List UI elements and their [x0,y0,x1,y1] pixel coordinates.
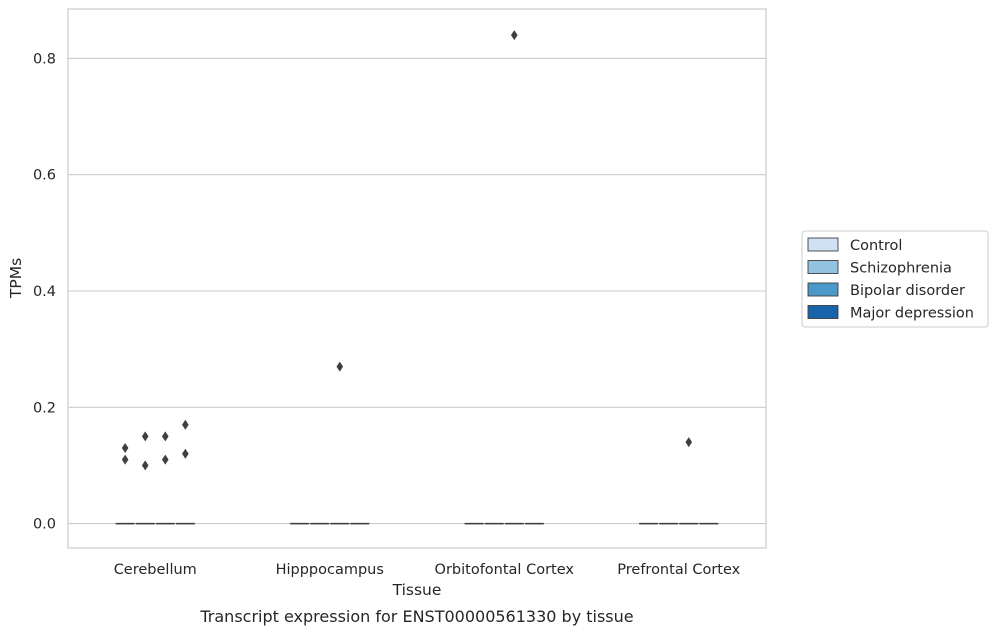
outlier-layer [122,30,692,470]
legend-label: Schizophrenia [850,261,952,277]
outlier-point [142,460,149,470]
chart-caption: Transcript expression for ENST0000056133… [199,607,633,626]
y-tick-label: 0.4 [33,284,56,300]
y-tick-labels: 0.0 0.2 0.4 0.6 0.8 [33,51,56,532]
outlier-point [336,362,343,372]
x-tick-label: Orbitofontal Cortex [435,562,575,578]
y-tick-label: 0.6 [33,168,56,184]
outlier-point [182,420,189,430]
x-tick-labels: Cerebellum Hipppocampus Orbitofontal Corte… [114,562,741,578]
outlier-point [122,443,129,453]
outlier-point [511,30,518,40]
plot-frame [68,9,766,548]
legend-label: Major depression [850,306,974,322]
legend-swatch [808,261,838,274]
outlier-point [182,449,189,459]
y-tick-label: 0.2 [33,400,56,416]
x-tick-label: Prefrontal Cortex [617,562,740,578]
x-tick-label: Hipppocampus [276,562,384,578]
outlier-point [142,431,149,441]
legend: Control Schizophrenia Bipolar disorder Majo… [802,231,988,327]
grid-layer [68,58,766,523]
outlier-point [162,431,169,441]
legend-swatch [808,283,838,296]
x-tick-label: Cerebellum [114,562,197,578]
outlier-point [122,455,129,465]
legend-swatch [808,306,838,319]
y-tick-label: 0.8 [33,51,56,67]
legend-label: Bipolar disorder [850,283,965,299]
outlier-point [685,437,692,447]
x-axis-label: Tissue [392,581,442,599]
legend-label: Control [850,238,902,254]
y-tick-label: 0.0 [33,517,56,533]
y-axis-label: TPMs [7,258,25,299]
legend-swatch [808,238,838,251]
outlier-point [162,455,169,465]
